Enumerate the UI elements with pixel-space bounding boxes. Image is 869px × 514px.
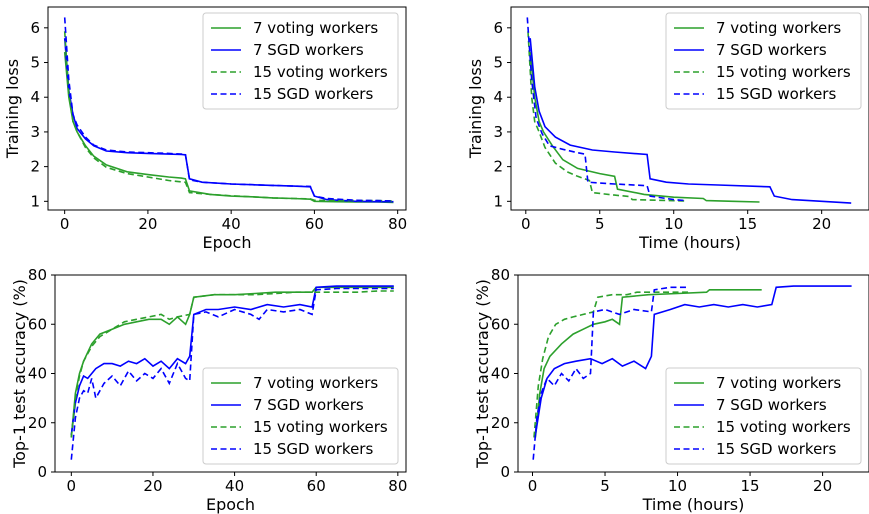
legend-entry: 15 SGD workers bbox=[253, 440, 373, 458]
y-tick-label: 40 bbox=[491, 365, 510, 383]
series-line-4 bbox=[63, 17, 394, 202]
legend-entry: 7 SGD workers bbox=[716, 396, 827, 414]
x-tick-label: 0 bbox=[528, 477, 538, 495]
legend-box bbox=[202, 367, 399, 465]
legend: 7 voting workers 7 SGD workers 15 voting w… bbox=[202, 367, 399, 465]
legend-entry: 15 SGD workers bbox=[716, 85, 836, 103]
x-tick-label: 40 bbox=[222, 215, 241, 233]
legend: 7 voting workers 7 SGD workers 15 voting w… bbox=[202, 12, 399, 110]
y-tick-label: 2 bbox=[493, 158, 503, 176]
y-tick-label: 60 bbox=[28, 315, 47, 333]
series-line-2 bbox=[534, 285, 852, 436]
series-line-3 bbox=[63, 31, 394, 202]
x-tick-label: 15 bbox=[738, 215, 757, 233]
x-tick-label: 10 bbox=[664, 215, 683, 233]
x-axis-label: Epoch bbox=[203, 233, 252, 252]
legend: 7 voting workers 7 SGD workers 15 voting w… bbox=[665, 12, 862, 110]
y-tick-label: 40 bbox=[28, 365, 47, 383]
plot-frame bbox=[510, 6, 869, 211]
y-tick-label: 6 bbox=[493, 19, 503, 37]
legend-entry: 15 SGD workers bbox=[716, 440, 836, 458]
legend-box bbox=[665, 12, 862, 110]
x-tick-label: 0 bbox=[60, 215, 70, 233]
chart-4: 0 5 10 15 20 0 20 40 60 80 Time (hours) Top-1 test … bbox=[473, 266, 869, 514]
legend-entry: 15 voting workers bbox=[716, 418, 851, 436]
x-axis-label: Time (hours) bbox=[642, 495, 745, 514]
y-tick-label: 20 bbox=[28, 414, 47, 432]
x-tick-label: 15 bbox=[741, 477, 760, 495]
y-tick-label: 4 bbox=[493, 88, 503, 106]
y-tick-label: 1 bbox=[493, 192, 503, 210]
legend-entry: 15 SGD workers bbox=[253, 85, 373, 103]
y-tick-label: 60 bbox=[491, 315, 510, 333]
y-axis-label: Training loss bbox=[3, 59, 22, 159]
legend-entry: 15 voting workers bbox=[716, 63, 851, 81]
legend-entry: 15 voting workers bbox=[253, 418, 388, 436]
y-axis-label: Top-1 test accuracy (%) bbox=[10, 279, 29, 469]
y-tick-label: 20 bbox=[491, 414, 510, 432]
y-tick-label: 6 bbox=[30, 19, 40, 37]
chart-3: 0 20 40 60 80 0 20 40 60 80 Epoch Top-1 test accura… bbox=[10, 266, 407, 514]
legend-entry: 7 SGD workers bbox=[716, 41, 827, 59]
x-tick-label: 20 bbox=[138, 215, 157, 233]
series-line-2 bbox=[70, 285, 394, 436]
y-tick-label: 4 bbox=[30, 88, 40, 106]
series-line-3 bbox=[527, 31, 686, 202]
y-tick-label: 2 bbox=[30, 158, 40, 176]
legend-entry: 7 voting workers bbox=[716, 374, 841, 392]
x-axis-label: Epoch bbox=[206, 495, 255, 514]
series-line-2 bbox=[529, 38, 852, 204]
legend-entry: 15 voting workers bbox=[253, 63, 388, 81]
y-tick-label: 1 bbox=[30, 192, 40, 210]
x-tick-label: 20 bbox=[812, 215, 831, 233]
x-tick-label: 60 bbox=[307, 477, 326, 495]
y-tick-label: 80 bbox=[28, 266, 47, 284]
x-tick-label: 5 bbox=[595, 215, 605, 233]
legend-box bbox=[665, 367, 862, 465]
x-tick-label: 40 bbox=[225, 477, 244, 495]
y-axis-label: Training loss bbox=[466, 59, 485, 159]
x-tick-label: 80 bbox=[388, 477, 407, 495]
legend-entry: 7 voting workers bbox=[253, 374, 378, 392]
x-tick-label: 80 bbox=[388, 215, 407, 233]
y-tick-label: 0 bbox=[37, 463, 47, 481]
y-tick-label: 3 bbox=[30, 123, 40, 141]
x-tick-label: 60 bbox=[305, 215, 324, 233]
x-tick-label: 5 bbox=[600, 477, 610, 495]
x-tick-label: 10 bbox=[668, 477, 687, 495]
y-tick-label: 5 bbox=[30, 54, 40, 72]
series-line-1 bbox=[70, 286, 394, 438]
series-line-4 bbox=[70, 287, 394, 460]
x-axis-label: Time (hours) bbox=[638, 233, 741, 252]
legend-entry: 7 voting workers bbox=[716, 19, 841, 37]
x-tick-label: 20 bbox=[143, 477, 162, 495]
x-tick-label: 20 bbox=[813, 477, 832, 495]
chart-2: 0 5 10 15 20 1 2 3 4 5 6 Time (hours) Training loss 7… bbox=[466, 6, 869, 252]
series-line-4 bbox=[526, 17, 686, 202]
series-line-1 bbox=[529, 52, 760, 203]
legend-entry: 7 voting workers bbox=[253, 19, 378, 37]
y-tick-label: 0 bbox=[500, 463, 510, 481]
y-tick-label: 5 bbox=[493, 54, 503, 72]
x-tick-label: 0 bbox=[67, 477, 77, 495]
legend-box bbox=[202, 12, 399, 110]
series-line-3 bbox=[70, 290, 394, 438]
series-line-4 bbox=[532, 286, 690, 460]
legend: 7 voting workers 7 SGD workers 15 voting w… bbox=[665, 367, 862, 465]
legend-entry: 7 SGD workers bbox=[253, 41, 364, 59]
series-line-1 bbox=[534, 289, 762, 438]
series-line-3 bbox=[533, 291, 690, 438]
y-axis-label: Top-1 test accuracy (%) bbox=[473, 279, 492, 469]
legend-entry: 7 SGD workers bbox=[253, 396, 364, 414]
x-tick-label: 0 bbox=[521, 215, 531, 233]
y-tick-label: 80 bbox=[491, 266, 510, 284]
plot-frame bbox=[47, 6, 407, 211]
chart-1: 0 20 40 60 80 1 2 3 4 5 6 Epoch Training loss 7 votin… bbox=[3, 6, 407, 252]
y-tick-label: 3 bbox=[493, 123, 503, 141]
